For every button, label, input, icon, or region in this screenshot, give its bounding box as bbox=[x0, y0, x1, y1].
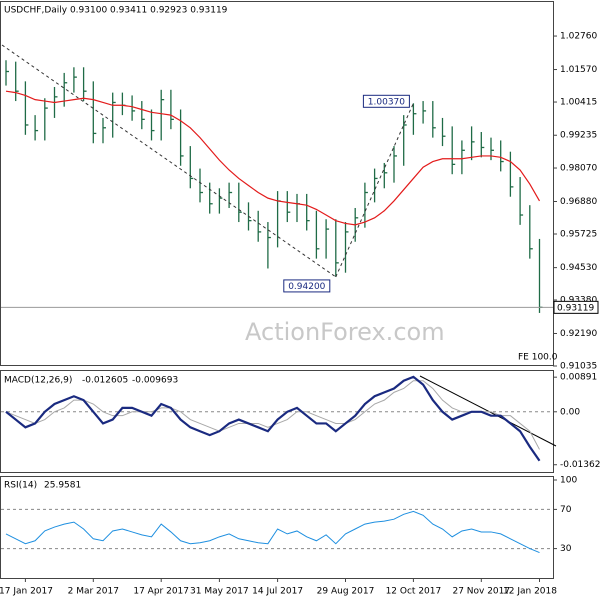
x-tick-label: 31 May 2017 bbox=[190, 587, 249, 597]
y-tick-label: 0.94530 bbox=[560, 263, 597, 273]
y-tick-label: 1.02760 bbox=[560, 32, 597, 42]
rsi-title: RSI(14) bbox=[4, 481, 37, 491]
y-tick-label: 100 bbox=[560, 476, 577, 486]
x-tick-label: 2 Mar 2017 bbox=[68, 587, 119, 597]
y-tick-label: -0.013629 bbox=[560, 460, 600, 470]
last-price-box bbox=[553, 300, 599, 314]
y-tick-label: 1.01570 bbox=[560, 65, 597, 75]
annotation-box bbox=[283, 279, 331, 293]
signal-value: -0.009693 bbox=[132, 376, 178, 386]
x-tick-label: 17 Apr 2017 bbox=[133, 587, 189, 597]
price-header: USDCHF,Daily 0.93100 0.93411 0.92923 0.9… bbox=[4, 6, 228, 16]
annotation-label: 1.00370 bbox=[368, 97, 405, 107]
y-tick-label: 0.93380 bbox=[560, 295, 597, 305]
x-tick-label: 12 Oct 2017 bbox=[386, 587, 442, 597]
rsi-panel bbox=[0, 476, 554, 579]
last-price-label: 0.93119 bbox=[557, 303, 594, 313]
y-tick-label: 0.91035 bbox=[560, 361, 597, 371]
y-tick-label: 0.99235 bbox=[560, 131, 597, 141]
annotation-label: 0.94200 bbox=[288, 282, 325, 292]
x-tick-label: 17 Jan 2017 bbox=[0, 587, 53, 597]
y-tick-label: 70 bbox=[560, 505, 572, 515]
macd-title: MACD(12,26,9) bbox=[4, 376, 72, 386]
y-tick-label: 0.98070 bbox=[560, 164, 597, 174]
y-tick-label: 30 bbox=[560, 544, 572, 554]
indicator-line bbox=[5, 375, 541, 462]
y-tick-label: 0.00 bbox=[560, 407, 580, 417]
y-tick-label: 0.96880 bbox=[560, 197, 597, 207]
x-tick-label: 12 Jan 2018 bbox=[503, 587, 557, 597]
y-tick-label: 0.95725 bbox=[560, 230, 597, 240]
y-tick-label: 1.00415 bbox=[560, 98, 597, 108]
moving-average bbox=[5, 90, 541, 226]
x-tick-label: 14 Jul 2017 bbox=[252, 587, 303, 597]
fib-line bbox=[1, 44, 337, 278]
y-tick-label: 0.00891 bbox=[560, 373, 597, 383]
watermark: ActionForex.com bbox=[245, 318, 445, 346]
price-panel bbox=[0, 1, 554, 366]
x-tick-label: 27 Nov 2017 bbox=[452, 587, 510, 597]
y-tick-label: 0.92190 bbox=[560, 329, 597, 339]
x-tick-label: 29 Aug 2017 bbox=[317, 587, 375, 597]
fe-note: FE 100.0 bbox=[518, 353, 558, 363]
rsi-value: 25.9581 bbox=[44, 481, 81, 491]
macd-trendline bbox=[419, 375, 557, 447]
fib-line bbox=[335, 103, 414, 278]
annotation-box bbox=[362, 94, 410, 108]
macd-value: -0.012605 bbox=[82, 376, 128, 386]
indicator-line bbox=[5, 510, 540, 554]
macd-panel bbox=[0, 370, 554, 473]
